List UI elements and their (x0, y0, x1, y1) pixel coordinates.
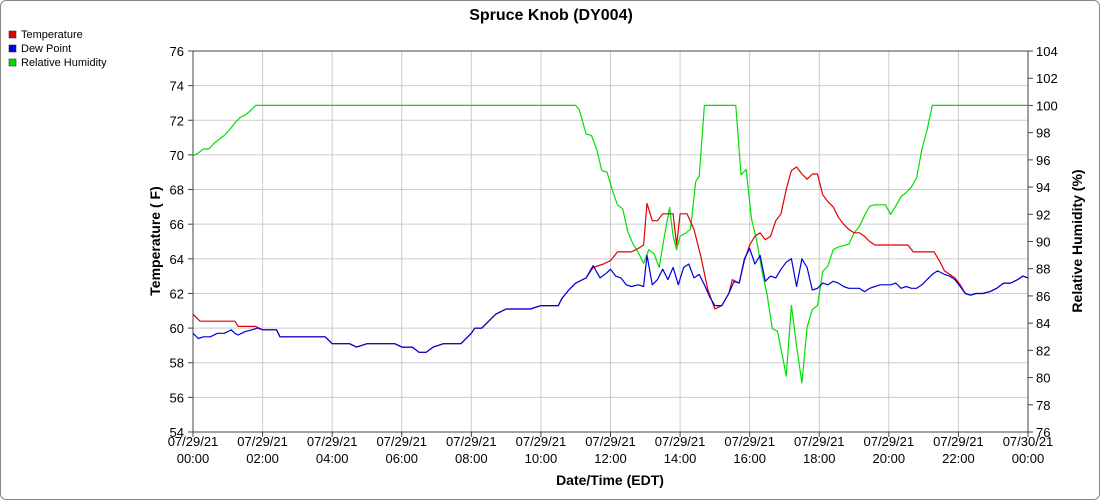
x-tick-time-label: 04:00 (316, 451, 349, 466)
y-right-tick-label: 78 (1036, 398, 1050, 413)
y-right-tick-label: 82 (1036, 343, 1050, 358)
x-tick-time-label: 14:00 (664, 451, 697, 466)
legend-label-temperature: Temperature (21, 29, 83, 41)
y-left-tick-label: 58 (170, 356, 184, 371)
y-left-tick-label: 76 (170, 44, 184, 59)
y-left-tick-label: 74 (170, 79, 184, 94)
legend-swatch-relative-humidity (8, 58, 17, 67)
y-right-tick-label: 98 (1036, 126, 1050, 141)
x-tick-date-label: 07/30/21 (1003, 434, 1054, 449)
x-tick-date-label: 07/29/21 (655, 434, 706, 449)
x-tick-date-label: 07/29/21 (168, 434, 219, 449)
y-right-tick-label: 86 (1036, 289, 1050, 304)
y-left-tick-label: 70 (170, 148, 184, 163)
x-tick-date-label: 07/29/21 (376, 434, 427, 449)
x-tick-time-label: 00:00 (177, 451, 210, 466)
x-axis-ticks: 07/29/21 00:00 07/29/21 02:00 07/29/21 04:00 0… (168, 432, 1054, 466)
x-tick-time-label: 02:00 (246, 451, 279, 466)
x-axis-title: Date/Time (EDT) (556, 472, 664, 488)
x-tick-time-label: 08:00 (455, 451, 488, 466)
y-axis-left-title: Temperature ( F) (147, 186, 163, 295)
x-tick-date-label: 07/29/21 (516, 434, 567, 449)
y-left-tick-label: 64 (170, 252, 184, 267)
y-right-tick-label: 104 (1036, 44, 1058, 59)
legend: Temperature Dew Point Relative Humidity (8, 29, 107, 69)
y-left-tick-label: 60 (170, 321, 184, 336)
y-right-tick-label: 76 (1036, 425, 1050, 440)
x-tick-date-label: 07/29/21 (446, 434, 497, 449)
x-tick-time-label: 10:00 (525, 451, 558, 466)
series-line-dew-point (192, 247, 1029, 353)
left-axis-ticks: 54 56 58 60 62 64 66 68 70 72 74 76 (170, 44, 193, 440)
y-left-tick-label: 68 (170, 183, 184, 198)
x-tick-time-label: 16:00 (733, 451, 766, 466)
x-tick-time-label: 06:00 (385, 451, 418, 466)
y-right-tick-label: 94 (1036, 180, 1050, 195)
y-right-tick-label: 92 (1036, 207, 1050, 222)
x-tick-time-label: 20:00 (873, 451, 906, 466)
x-tick-time-label: 00:00 (1012, 451, 1045, 466)
x-tick-date-label: 07/29/21 (794, 434, 845, 449)
y-axis-right-title: Relative Humidity (%) (1069, 169, 1085, 312)
x-tick-date-label: 07/29/21 (585, 434, 636, 449)
y-right-tick-label: 100 (1036, 98, 1058, 113)
y-left-tick-label: 72 (170, 113, 184, 128)
x-tick-date-label: 07/29/21 (307, 434, 358, 449)
x-tick-date-label: 07/29/21 (933, 434, 984, 449)
y-right-tick-label: 84 (1036, 316, 1050, 331)
y-right-tick-label: 88 (1036, 262, 1050, 277)
x-tick-date-label: 07/29/21 (724, 434, 775, 449)
y-right-tick-label: 96 (1036, 153, 1050, 168)
x-tick-time-label: 22:00 (942, 451, 975, 466)
y-left-tick-label: 62 (170, 286, 184, 301)
x-tick-time-label: 18:00 (803, 451, 836, 466)
series-layer (192, 104, 1029, 384)
y-left-tick-label: 66 (170, 217, 184, 232)
x-tick-time-label: 12:00 (594, 451, 627, 466)
grid (192, 50, 1029, 433)
y-right-tick-label: 80 (1036, 371, 1050, 386)
legend-swatch-dew-point (8, 44, 17, 53)
legend-label-relative-humidity: Relative Humidity (21, 57, 107, 69)
x-tick-date-label: 07/29/21 (864, 434, 915, 449)
y-right-tick-label: 90 (1036, 235, 1050, 250)
y-left-tick-label: 54 (170, 425, 184, 440)
right-axis-ticks: 76 78 80 82 84 86 88 90 92 94 96 98 100 102 104 (1028, 44, 1058, 440)
series-line-relative-humidity (192, 104, 1028, 384)
x-tick-date-label: 07/29/21 (237, 434, 288, 449)
legend-swatch-temperature (8, 30, 17, 39)
legend-label-dew-point: Dew Point (21, 43, 71, 55)
y-right-tick-label: 102 (1036, 71, 1058, 86)
y-left-tick-label: 56 (170, 390, 184, 405)
chart-title: Spruce Knob (DY004) (469, 7, 633, 24)
